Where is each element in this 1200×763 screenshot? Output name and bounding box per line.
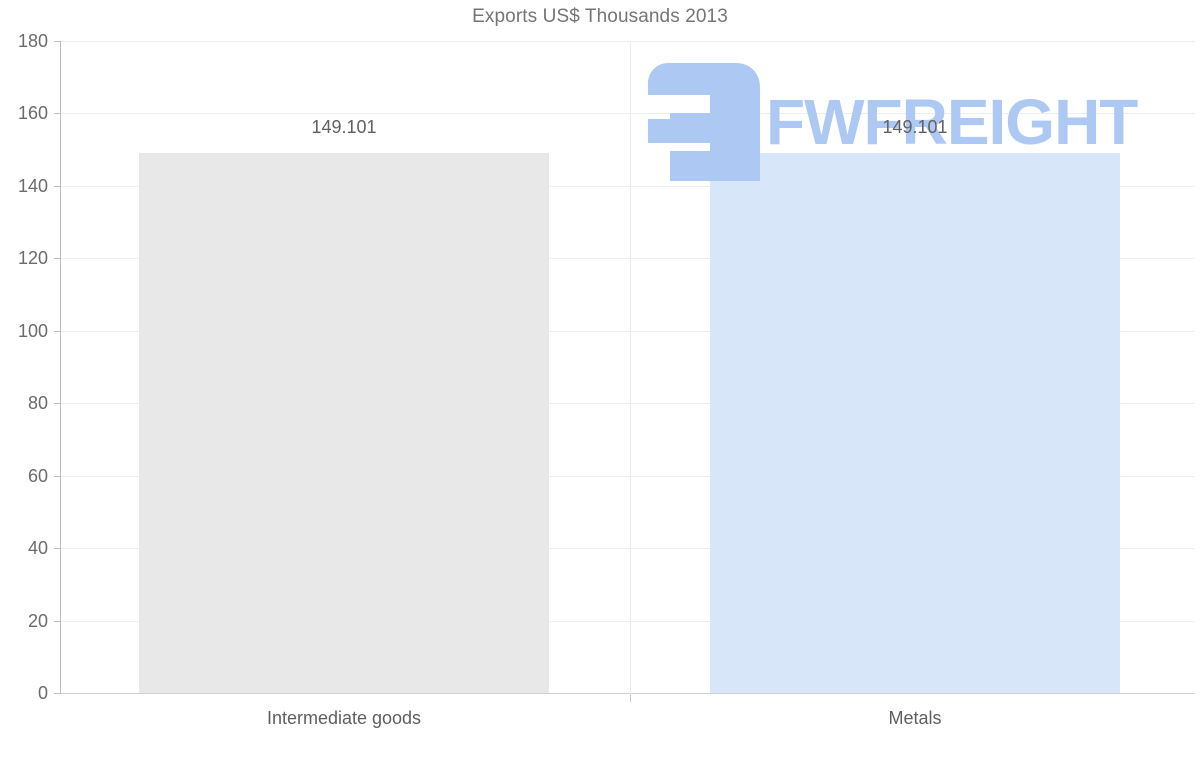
bar-intermediate-goods[interactable]: [139, 153, 549, 693]
x-axis-tick-divider: [630, 694, 631, 702]
y-tick-label-140: 140: [17, 176, 48, 196]
gridline-60: [61, 476, 1195, 477]
gridline-120: [61, 258, 1195, 259]
gridline-20: [61, 621, 1195, 622]
y-tick-mark-100: [54, 331, 61, 332]
y-tick-mark-120: [54, 258, 61, 259]
gridline-baseline-0: [61, 693, 1195, 694]
bar-metals[interactable]: [710, 153, 1120, 693]
y-tick-mark-80: [54, 403, 61, 404]
gridline-80: [61, 403, 1195, 404]
y-tick-mark-160: [54, 113, 61, 114]
y-tick-mark-180: [54, 41, 61, 42]
y-tick-mark-0: [54, 693, 61, 694]
gridline-40: [61, 548, 1195, 549]
vertical-category-gridline: [630, 41, 631, 694]
gridline-160: [61, 113, 1195, 114]
bar-value-label-metals: 149.101: [882, 117, 948, 137]
y-tick-mark-60: [54, 476, 61, 477]
gridline-100: [61, 331, 1195, 332]
y-tick-mark-40: [54, 548, 61, 549]
y-tick-mark-140: [54, 186, 61, 187]
y-tick-label-20: 20: [27, 611, 48, 631]
y-tick-label-160: 160: [17, 103, 48, 123]
chart-title: Exports US$ Thousands 2013: [472, 6, 728, 27]
y-tick-label-40: 40: [27, 538, 48, 558]
y-tick-mark-20: [54, 621, 61, 622]
y-tick-label-60: 60: [27, 466, 48, 486]
x-axis-label-intermediate-goods: Intermediate goods: [266, 708, 422, 728]
y-axis-line: [60, 41, 61, 694]
y-tick-label-0: 0: [37, 683, 48, 703]
y-tick-label-120: 120: [17, 248, 48, 268]
bar-value-label-intermediate-goods: 149.101: [311, 117, 377, 137]
gridline-180: [61, 41, 1195, 42]
gridline-140: [61, 186, 1195, 187]
x-axis-label-metals: Metals: [888, 708, 942, 728]
y-tick-label-80: 80: [27, 393, 48, 413]
y-tick-label-100: 100: [17, 321, 48, 341]
y-tick-label-180: 180: [17, 31, 48, 51]
